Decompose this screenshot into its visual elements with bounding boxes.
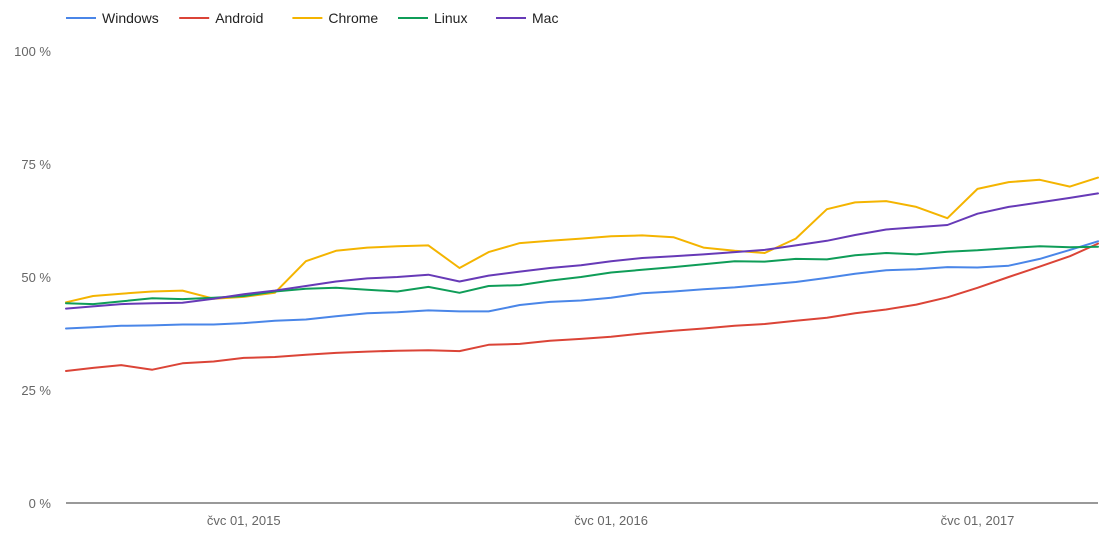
x-tick-label: čvc 01, 2016: [574, 513, 648, 528]
legend-item-chrome[interactable]: Chrome: [292, 10, 378, 26]
y-tick-label: 0 %: [29, 496, 52, 511]
y-tick-label: 50 %: [21, 270, 51, 285]
series-line-linux[interactable]: [65, 245, 1099, 306]
series-line-android[interactable]: [65, 242, 1099, 372]
legend-label-linux: Linux: [434, 10, 467, 26]
x-axis-ticks: čvc 01, 2015 čvc 01, 2016 čvc 01, 2017: [207, 513, 1015, 528]
legend-label-windows: Windows: [102, 10, 159, 26]
legend-item-mac[interactable]: Mac: [496, 10, 558, 26]
x-tick-label: čvc 01, 2015: [207, 513, 281, 528]
legend-label-android: Android: [215, 10, 263, 26]
legend-item-windows[interactable]: Windows: [66, 10, 159, 26]
legend-item-android[interactable]: Android: [179, 10, 263, 26]
y-tick-label: 25 %: [21, 383, 51, 398]
legend-label-chrome: Chrome: [328, 10, 378, 26]
legend-label-mac: Mac: [532, 10, 558, 26]
series-lines: [65, 176, 1099, 372]
series-line-windows[interactable]: [65, 240, 1099, 330]
y-tick-label: 100 %: [14, 44, 51, 59]
chart-legend: Windows Android Chrome Linux Mac: [66, 10, 558, 26]
series-line-chrome[interactable]: [65, 176, 1099, 304]
y-tick-label: 75 %: [21, 157, 51, 172]
legend-item-linux[interactable]: Linux: [398, 10, 467, 26]
series-line-mac[interactable]: [65, 192, 1099, 310]
y-axis-ticks: 0 % 25 % 50 % 75 % 100 %: [14, 44, 51, 511]
x-tick-label: čvc 01, 2017: [941, 513, 1015, 528]
